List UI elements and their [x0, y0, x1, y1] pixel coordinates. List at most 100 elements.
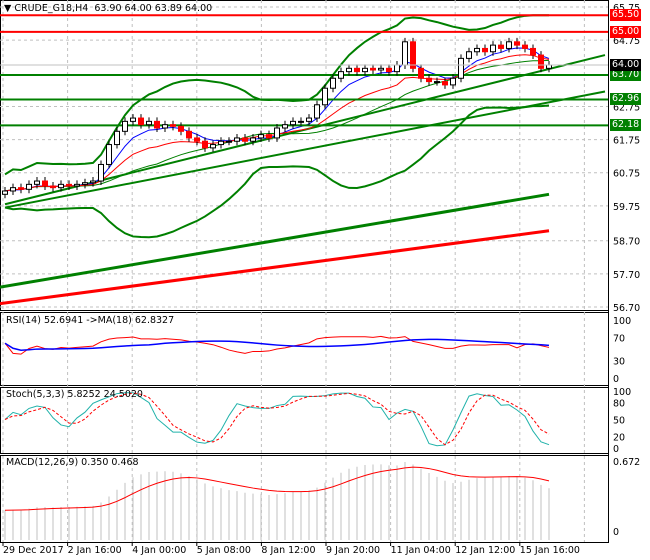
price-tick-label: 61.75: [613, 136, 640, 147]
candle: [522, 41, 528, 53]
price-tick-label: 65.75: [613, 3, 640, 14]
candle: [506, 37, 512, 53]
current-price-tag: 64.00: [610, 59, 642, 71]
candle-body: [450, 77, 456, 86]
candle: [362, 64, 368, 76]
candle: [106, 140, 112, 169]
candle-body: [314, 104, 320, 119]
candle-body: [522, 44, 528, 49]
candle: [322, 84, 328, 109]
symbol-label: CRUDE_G18,H4: [14, 3, 89, 14]
candle: [330, 74, 336, 93]
macd-signal-line: [4, 466, 550, 511]
candle-body: [122, 120, 128, 132]
macd-tick-label: 0.672: [613, 457, 640, 468]
chart-header: ▼ CRUDE_G18,H4 63.90 64.00 63.89 64.00: [4, 3, 212, 14]
candle-body: [362, 67, 368, 73]
candle: [194, 133, 200, 146]
rsi-label: RSI(14) 52.6941 ->MA(18) 62.8327: [6, 315, 175, 326]
candle: [50, 182, 56, 192]
candle: [530, 44, 536, 60]
candle-body: [146, 120, 152, 126]
x-tick-label: 9 Jan 20:00: [326, 545, 380, 556]
price-tick-label: 58.70: [613, 237, 640, 248]
candle: [498, 41, 504, 53]
candle-body: [90, 180, 96, 184]
stoch-label: Stoch(5,3,3) 5.8252 24.5020: [6, 389, 143, 400]
x-tick-label: 12 Jan 12:00: [455, 545, 515, 556]
candle-body: [474, 47, 480, 53]
candle-body: [58, 183, 64, 189]
candle: [146, 117, 152, 129]
candle: [178, 122, 184, 136]
candle: [426, 74, 432, 86]
candle: [202, 137, 208, 152]
candle-body: [330, 77, 336, 89]
candle: [314, 100, 320, 123]
candle-body: [82, 182, 88, 185]
candle: [210, 140, 216, 152]
x-tick-label: 2 Jan 16:00: [68, 545, 122, 556]
candle: [154, 117, 160, 132]
price-tick-label: 57.70: [613, 270, 640, 281]
candle: [402, 37, 408, 69]
dropdown-triangle-icon[interactable]: ▼: [4, 3, 12, 14]
candle: [130, 114, 136, 126]
candle-body: [202, 140, 208, 149]
candle-body: [42, 180, 48, 187]
candle: [82, 178, 88, 189]
candle: [242, 133, 248, 146]
candle-body: [2, 190, 8, 195]
candle-body: [458, 57, 464, 79]
candle: [466, 47, 472, 63]
price-tick-label: 64.75: [613, 36, 640, 47]
candle: [538, 51, 544, 73]
price-tick-label: 60.75: [613, 169, 640, 180]
candle: [386, 64, 392, 76]
rsi-ma-line: [4, 338, 550, 351]
red-ma: [0, 229, 550, 306]
level-tag: 65.00: [610, 25, 642, 38]
candle: [90, 177, 96, 187]
candle: [370, 64, 376, 74]
candle-body: [538, 54, 544, 69]
candle-body: [154, 120, 160, 129]
x-tick-label: 29 Dec 2017: [3, 545, 64, 556]
candle-body: [138, 117, 144, 126]
x-tick-label: 15 Jan 16:00: [520, 545, 580, 556]
candle: [58, 180, 64, 192]
candle-body: [410, 41, 416, 69]
rsi-line: [4, 335, 550, 355]
candle: [170, 120, 176, 131]
candle: [482, 44, 488, 56]
candle-body: [378, 67, 384, 71]
candle: [18, 183, 24, 194]
stoch-tick-label: 20: [613, 433, 625, 444]
candle-body: [218, 140, 224, 146]
x-tick-label: 8 Jan 12:00: [261, 545, 315, 556]
stoch-signal-line: [4, 392, 550, 446]
candle-body: [210, 144, 216, 149]
candle-body: [338, 71, 344, 79]
candle: [98, 160, 104, 186]
candle: [258, 130, 264, 142]
candle-body: [506, 41, 512, 49]
candle-body: [426, 77, 432, 83]
candle-body: [386, 67, 392, 73]
candle: [338, 67, 344, 83]
candle: [218, 137, 224, 149]
candle: [298, 117, 304, 126]
candle: [34, 177, 40, 189]
stoch-main-line: [4, 392, 550, 447]
candle-body: [442, 81, 448, 86]
candle-body: [266, 134, 272, 139]
candle-body: [26, 183, 32, 190]
candle: [378, 64, 384, 74]
rsi-tick-label: 70: [613, 333, 625, 344]
candle: [514, 37, 520, 50]
rsi-tick-label: 0: [613, 374, 619, 385]
candle: [42, 177, 48, 190]
candle-body: [130, 117, 136, 122]
